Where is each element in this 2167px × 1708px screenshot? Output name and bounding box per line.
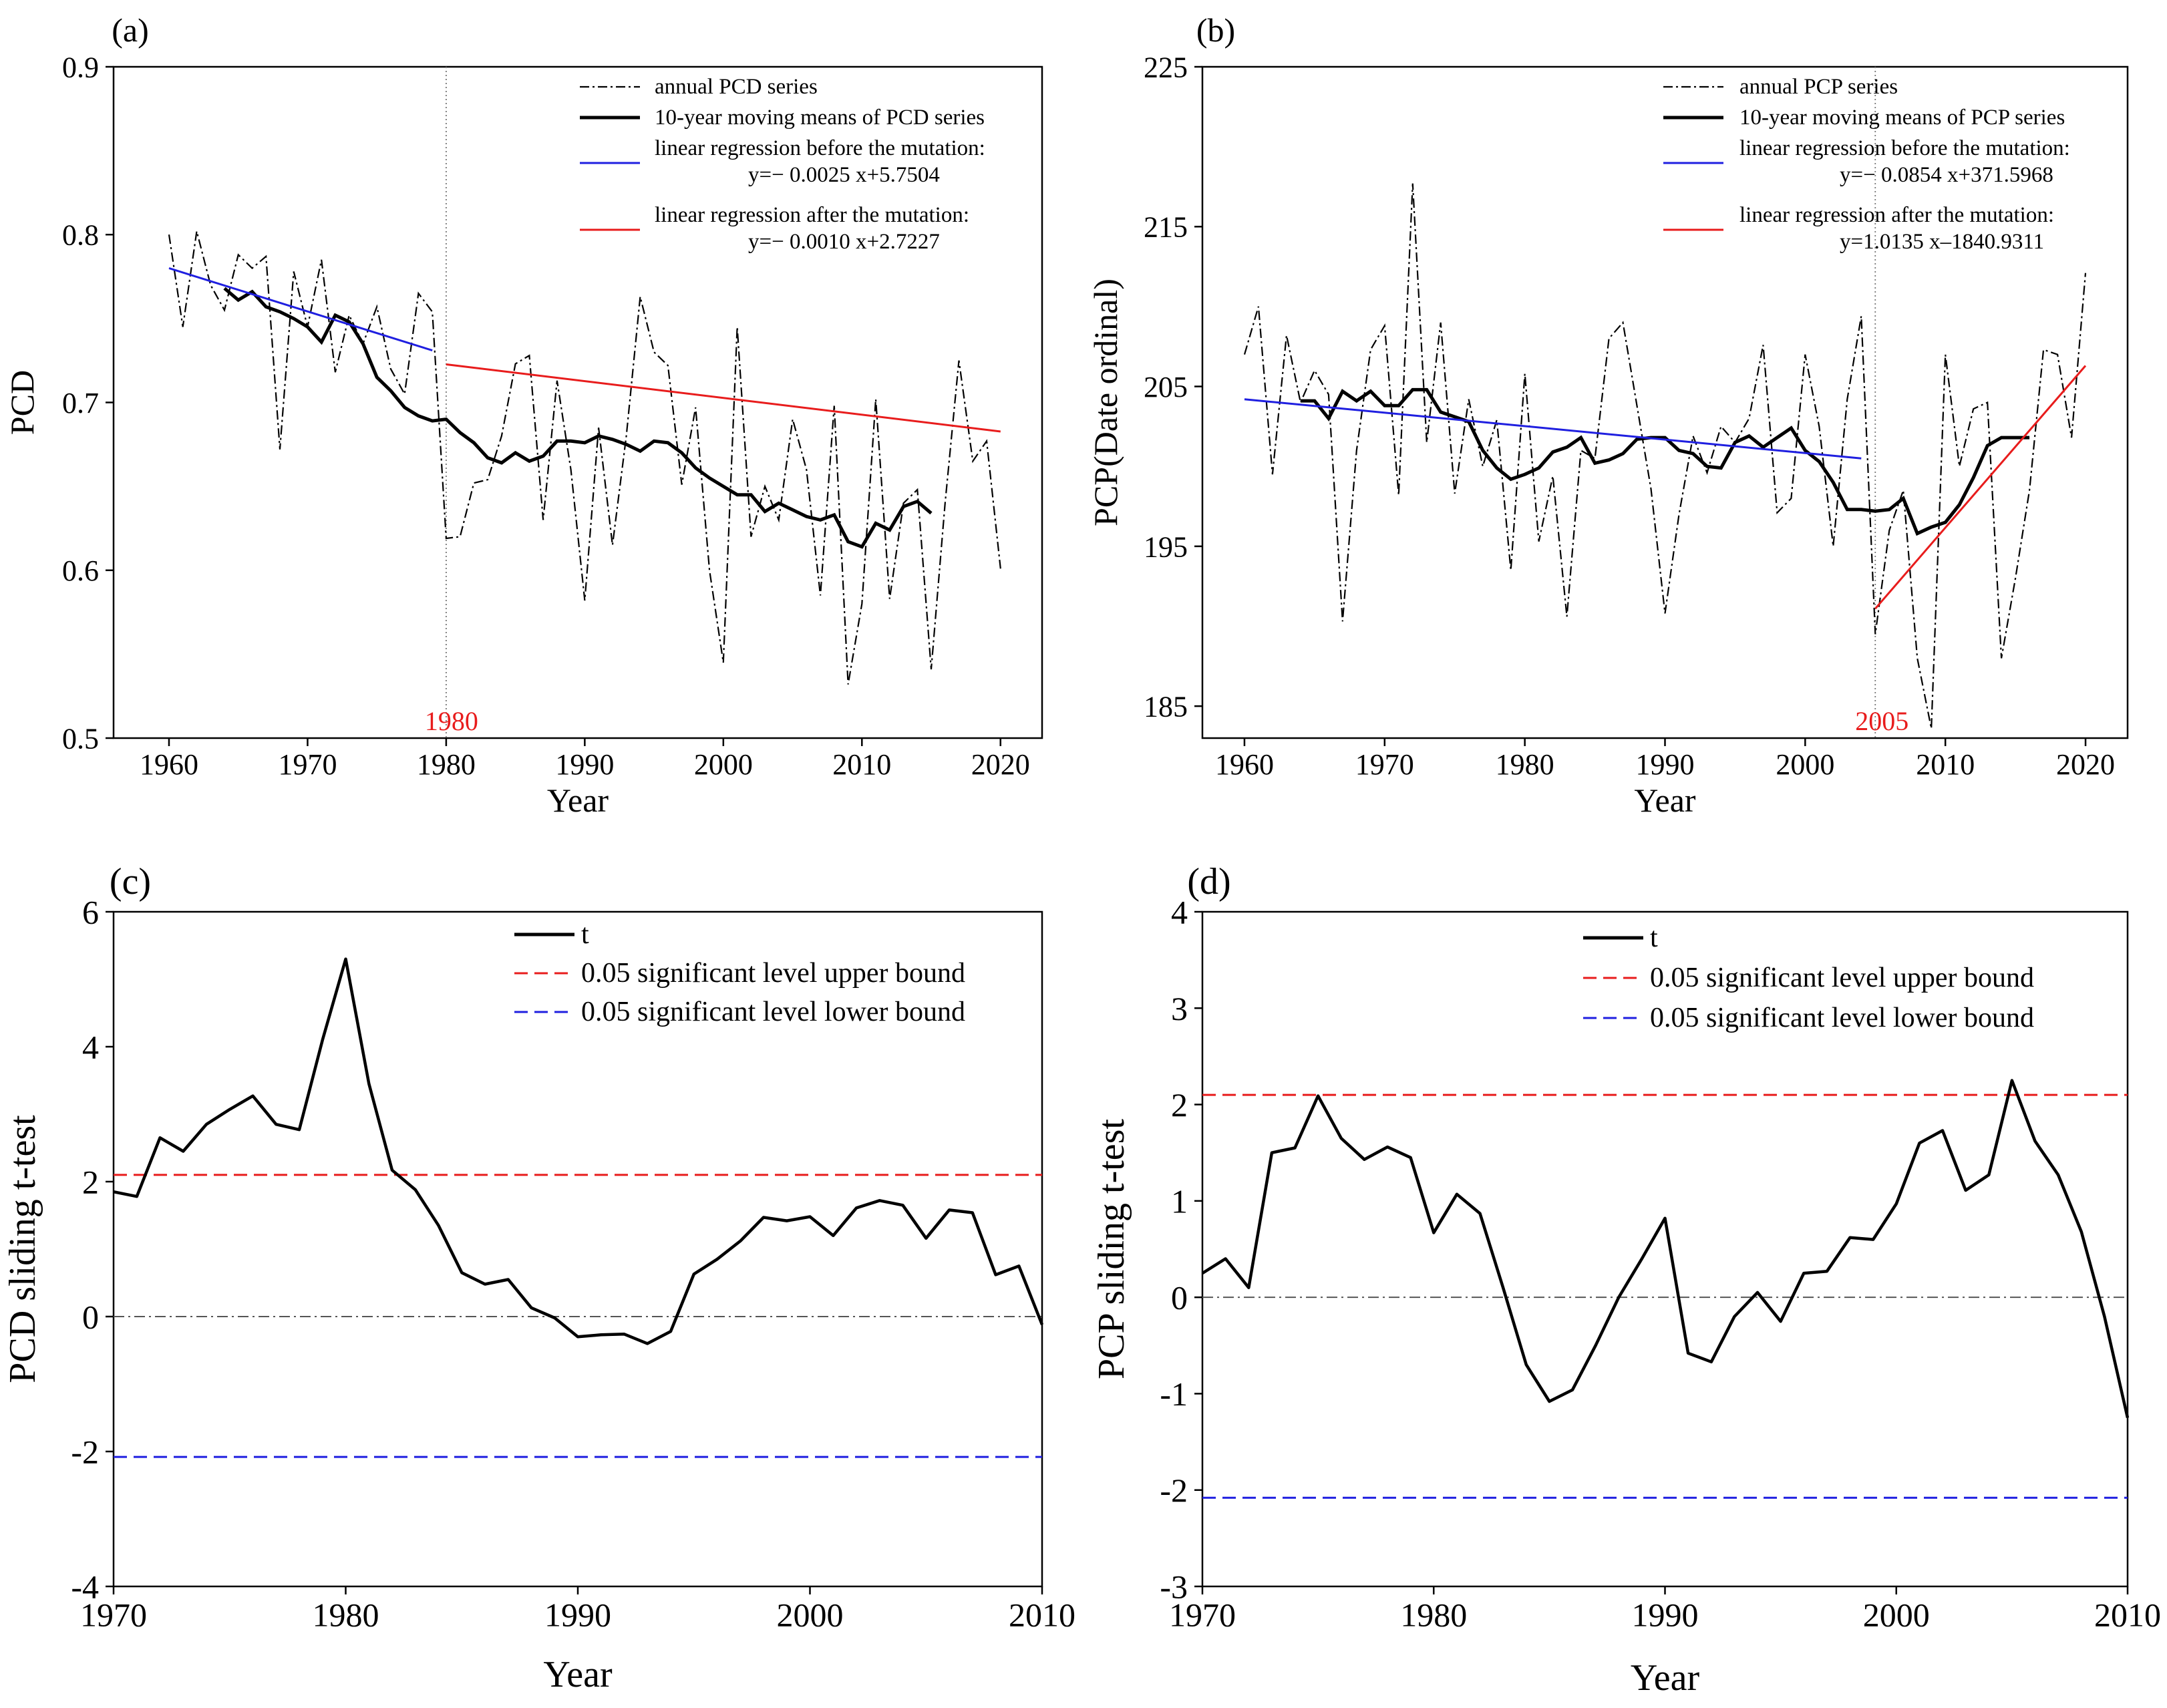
- y-tick-label: 0.5: [62, 722, 99, 755]
- y-axis-label: PCP(Date ordinal): [1087, 279, 1124, 526]
- x-tick-label: 2010: [1916, 748, 1975, 781]
- y-tick-label: 0: [1171, 1279, 1188, 1317]
- x-tick-label: 2000: [1776, 748, 1834, 781]
- legend-label: 0.05 significant level upper bound: [1650, 963, 2034, 993]
- legend-label: linear regression after the mutation:: [655, 203, 969, 227]
- y-tick-label: 2: [1171, 1086, 1188, 1124]
- x-tick-label: 1970: [1169, 1596, 1236, 1634]
- x-axis-label: Year: [1634, 782, 1695, 819]
- regression-after-line: [446, 363, 1001, 433]
- legend-equation: y=1.0135 x–1840.9311: [1840, 230, 2044, 254]
- y-tick-label: -2: [71, 1433, 99, 1471]
- legend-equation: y=− 0.0010 x+2.7227: [748, 230, 940, 254]
- annual-series-line: [168, 230, 1001, 685]
- y-axis-label: PCD: [3, 370, 41, 435]
- y-tick-label: 215: [1144, 211, 1188, 244]
- legend-label: t: [581, 919, 589, 950]
- y-tick-label: 0.8: [62, 219, 99, 252]
- annual-series-line: [1243, 183, 2087, 729]
- legend-label: 0.05 significant level upper bound: [581, 958, 965, 989]
- moving-mean-line: [223, 287, 933, 549]
- panel-label: (b): [1196, 11, 1235, 49]
- panel-label: (c): [110, 861, 151, 902]
- legend-label: linear regression before the mutation:: [655, 136, 985, 160]
- x-tick-label: 1970: [278, 748, 337, 781]
- x-tick-label: 1960: [1215, 748, 1274, 781]
- legend-label: 0.05 significant level lower bound: [1650, 1003, 2034, 1033]
- y-tick-label: 3: [1171, 990, 1188, 1027]
- x-tick-label: 1990: [544, 1596, 611, 1634]
- x-axis-label: Year: [1631, 1657, 1700, 1699]
- x-tick-label: 1960: [140, 748, 198, 781]
- y-tick-label: -3: [1160, 1568, 1188, 1606]
- x-tick-label: 1980: [417, 748, 476, 781]
- chart-panel-a: 1960 1970 1980 1990 2000 2010 2020 0.5 0.6 0.7 0.8…: [3, 11, 1043, 819]
- regression-after-line: [1874, 365, 2087, 610]
- x-tick-label: 1970: [1355, 748, 1414, 781]
- x-tick-label: 2000: [1863, 1596, 1930, 1634]
- legend-label: t: [1650, 922, 1658, 953]
- x-tick-label: 1990: [555, 748, 614, 781]
- y-tick-label: 0.9: [62, 51, 99, 83]
- y-tick-label: 4: [1171, 894, 1188, 931]
- y-tick-label: -4: [71, 1568, 99, 1606]
- legend-label: linear regression after the mutation:: [1739, 203, 2054, 227]
- x-tick-label: 1990: [1632, 1596, 1699, 1634]
- y-tick-label: 0: [82, 1299, 99, 1336]
- x-tick-label: 2010: [832, 748, 891, 781]
- y-tick-label: -2: [1160, 1472, 1188, 1509]
- moving-mean-line: [1300, 387, 2030, 536]
- t-series-line: [113, 957, 1044, 1345]
- x-tick-label: 1980: [313, 1596, 379, 1634]
- t-series-line: [1201, 1079, 2130, 1419]
- y-tick-label: 195: [1144, 530, 1188, 563]
- chart-panel-c: 1970 1980 1990 2000 2010 -4 -2 0 2 4 6 Year PCD slid…: [2, 861, 1075, 1695]
- legend-label: 0.05 significant level lower bound: [581, 997, 965, 1027]
- panel-label: (d): [1187, 861, 1230, 902]
- x-tick-label: 1980: [1496, 748, 1554, 781]
- mutation-year-label: 1980: [425, 706, 478, 736]
- legend-label: linear regression before the mutation:: [1739, 136, 2070, 160]
- regression-before-line: [1244, 398, 1862, 460]
- y-tick-label: 2: [82, 1164, 99, 1201]
- legend-label: 10-year moving means of PCP series: [1739, 106, 2065, 130]
- regression-before-line: [168, 267, 433, 352]
- x-tick-label: 2010: [1009, 1596, 1075, 1634]
- x-tick-label: 2020: [971, 748, 1030, 781]
- y-tick-label: 185: [1144, 691, 1188, 723]
- legend-label: annual PCP series: [1739, 75, 1898, 99]
- y-tick-label: 225: [1144, 51, 1188, 83]
- y-tick-label: 1: [1171, 1182, 1188, 1220]
- x-tick-label: 2020: [2056, 748, 2115, 781]
- y-tick-label: 0.7: [62, 387, 99, 419]
- x-axis-label: Year: [547, 782, 609, 819]
- y-tick-label: 4: [82, 1029, 99, 1066]
- x-tick-label: 2000: [694, 748, 753, 781]
- legend-equation: y=− 0.0025 x+5.7504: [748, 163, 940, 187]
- y-tick-label: -1: [1160, 1375, 1188, 1413]
- legend-label: annual PCD series: [655, 75, 818, 99]
- x-tick-label: 1980: [1400, 1596, 1467, 1634]
- x-tick-label: 1970: [80, 1596, 147, 1634]
- legend-label: 10-year moving means of PCD series: [655, 106, 985, 130]
- panel-label: (a): [112, 11, 149, 49]
- x-axis-label: Year: [543, 1654, 613, 1695]
- y-axis-label: PCD sliding t-test: [2, 1115, 43, 1383]
- mutation-year-label: 2005: [1855, 706, 1908, 736]
- x-tick-label: 2000: [777, 1596, 844, 1634]
- x-tick-label: 1990: [1636, 748, 1695, 781]
- y-tick-label: 205: [1144, 371, 1188, 403]
- y-axis-label: PCP sliding t-test: [1091, 1119, 1132, 1379]
- y-tick-label: 0.6: [62, 554, 99, 587]
- y-tick-label: 6: [82, 894, 99, 931]
- legend-equation: y=− 0.0854 x+371.5968: [1840, 163, 2053, 187]
- chart-panel-b: 1960 1970 1980 1990 2000 2010 2020 185 195 205 215…: [1087, 11, 2129, 819]
- chart-panel-d: 1970 1980 1990 2000 2010 -3 -2 -1 0 1 2 3 4 Year PCP s…: [1091, 861, 2161, 1699]
- x-tick-label: 2010: [2094, 1596, 2161, 1634]
